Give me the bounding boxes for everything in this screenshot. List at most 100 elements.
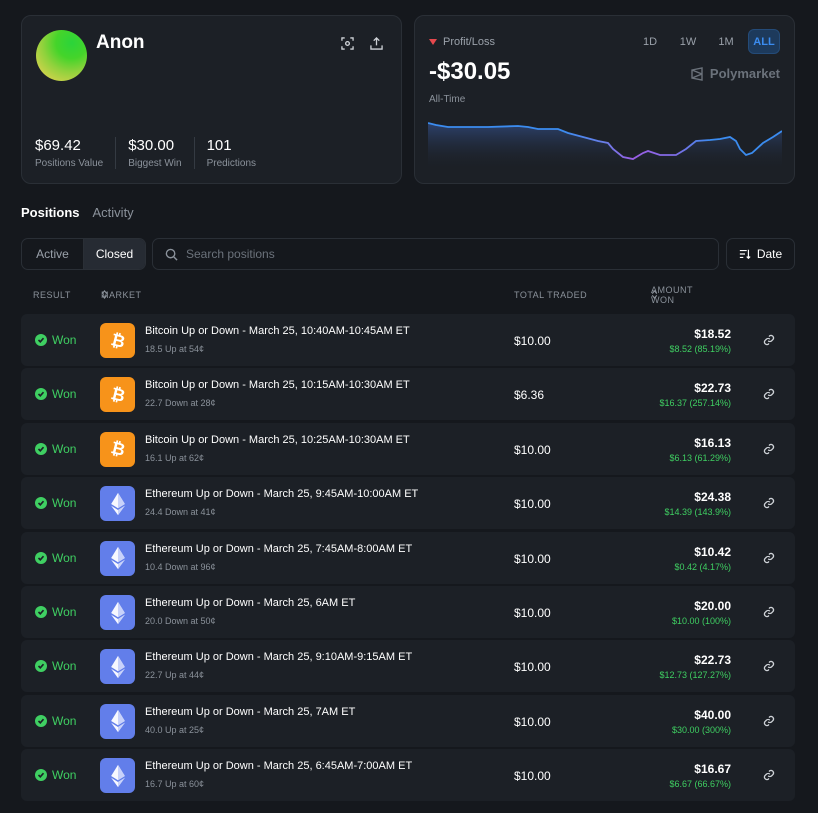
total-traded: $10.00: [514, 497, 551, 512]
check-circle-icon: [35, 769, 47, 782]
header-market[interactable]: MARKET: [101, 290, 141, 300]
table-row[interactable]: Won ₿ Bitcoin Up or Down - March 25, 10:…: [21, 368, 795, 421]
check-circle-icon: [35, 660, 47, 673]
market-title[interactable]: Ethereum Up or Down - March 25, 9:45AM-1…: [145, 488, 419, 501]
result-label: Won: [52, 605, 77, 619]
range-all[interactable]: ALL: [748, 29, 780, 54]
market-title[interactable]: Ethereum Up or Down - March 25, 7:45AM-8…: [145, 542, 413, 555]
table-row[interactable]: Won Ethereum Up or Down - March 25, 9:10…: [21, 640, 795, 693]
table-row[interactable]: Won Ethereum Up or Down - March 25, 6AM …: [21, 586, 795, 638]
pnl-label-text: Profit/Loss: [443, 36, 495, 48]
total-traded: $6.36: [514, 388, 545, 403]
link-icon[interactable]: [762, 387, 776, 401]
ethereum-icon: [100, 486, 135, 522]
share-icon[interactable]: [368, 35, 384, 51]
search-input[interactable]: [186, 247, 686, 261]
amount-gain: $30.00 (300%): [671, 724, 731, 735]
tab-activity[interactable]: Activity: [92, 205, 134, 220]
market-title[interactable]: Bitcoin Up or Down - March 25, 10:25AM-1…: [145, 433, 410, 446]
market-title[interactable]: Ethereum Up or Down - March 25, 6AM ET: [145, 597, 356, 609]
result-badge: Won: [35, 496, 76, 510]
header-amount-won[interactable]: AMOUNT WON: [651, 285, 692, 305]
tab-positions[interactable]: Positions: [21, 205, 80, 220]
link-icon[interactable]: [762, 333, 776, 347]
total-traded: $10.00: [514, 606, 551, 620]
check-circle-icon: [35, 442, 47, 455]
down-arrow-icon: [429, 39, 437, 45]
stat-value: $69.42: [35, 137, 81, 154]
table-row[interactable]: Won ₿ Bitcoin Up or Down - March 25, 10:…: [21, 422, 795, 475]
market-title[interactable]: Ethereum Up or Down - March 25, 7AM ET: [145, 705, 356, 718]
link-icon[interactable]: [762, 496, 776, 510]
pnl-label: Profit/Loss: [429, 36, 495, 48]
market-title[interactable]: Bitcoin Up or Down - March 25, 10:15AM-1…: [145, 379, 410, 392]
stat-predictions: 101 Predictions: [207, 137, 268, 169]
scan-icon[interactable]: [339, 35, 355, 51]
result-label: Won: [52, 768, 77, 783]
stat-label: Positions Value: [35, 158, 104, 169]
svg-text:₿: ₿: [108, 385, 126, 405]
amount-gain: $6.13 (61.29%): [669, 452, 731, 463]
table-row[interactable]: Won Ethereum Up or Down - March 25, 9:45…: [21, 477, 795, 530]
link-icon[interactable]: [762, 659, 776, 673]
profile-stats: $69.42 Positions Value $30.00 Biggest Wi…: [35, 137, 280, 169]
stat-biggest-win: $30.00 Biggest Win: [128, 137, 195, 169]
username: Anon: [96, 32, 145, 53]
ethereum-icon: [100, 649, 135, 685]
total-traded: $10.00: [514, 660, 551, 675]
range-1w[interactable]: 1W: [679, 35, 697, 48]
total-traded: $10.00: [514, 334, 551, 348]
link-icon[interactable]: [762, 768, 776, 782]
table-row[interactable]: Won Ethereum Up or Down - March 25, 7:45…: [21, 531, 795, 584]
search-icon: [165, 248, 178, 261]
amount-won: $22.73: [694, 653, 731, 668]
check-circle-icon: [35, 606, 47, 618]
result-label: Won: [52, 713, 77, 728]
market-position: 22.7 Down at 28¢: [145, 398, 216, 409]
stat-value: 101: [206, 137, 232, 154]
market-position: 40.0 Up at 25¢: [145, 724, 205, 735]
ethereum-icon: [100, 758, 135, 794]
result-label: Won: [52, 659, 77, 674]
total-traded: $10.00: [514, 769, 551, 784]
market-title[interactable]: Ethereum Up or Down - March 25, 9:10AM-9…: [145, 651, 413, 664]
stat-label: Biggest Win: [128, 158, 182, 169]
market-title[interactable]: Bitcoin Up or Down - March 25, 10:40AM-1…: [145, 325, 410, 337]
amount-gain: $6.67 (66.67%): [669, 779, 731, 790]
market-title[interactable]: Ethereum Up or Down - March 25, 6:45AM-7…: [145, 760, 413, 773]
header-total-traded: TOTAL TRADED: [514, 290, 588, 300]
sort-icon: [739, 249, 751, 260]
ethereum-icon: [100, 540, 135, 576]
date-sort-button[interactable]: Date: [726, 238, 795, 270]
market-position: 10.4 Down at 96¢: [145, 561, 216, 572]
table-row[interactable]: Won Ethereum Up or Down - March 25, 6:45…: [21, 749, 795, 802]
check-circle-icon: [35, 388, 47, 401]
table-row[interactable]: Won Ethereum Up or Down - March 25, 7AM …: [21, 694, 795, 747]
result-label: Won: [52, 387, 77, 402]
amount-won: $40.00: [694, 707, 731, 722]
result-badge: Won: [35, 551, 76, 565]
link-icon[interactable]: [762, 551, 776, 565]
range-1d[interactable]: 1D: [642, 35, 658, 48]
table-header: RESULT MARKET TOTAL TRADED AMOUNT WON: [0, 285, 818, 305]
link-icon[interactable]: [762, 442, 776, 456]
svg-text:₿: ₿: [108, 331, 126, 351]
segment-active[interactable]: Active: [36, 247, 69, 261]
segment-closed[interactable]: Closed: [83, 239, 145, 269]
result-badge: Won: [35, 659, 76, 673]
range-1m[interactable]: 1M: [718, 35, 734, 48]
range-selector: 1D 1W 1M ALL: [634, 29, 780, 54]
link-icon[interactable]: [762, 605, 776, 619]
total-traded: $10.00: [514, 442, 551, 457]
result-badge: Won: [35, 768, 76, 782]
market-position: 16.1 Up at 62¢: [145, 452, 205, 463]
avatar[interactable]: [36, 30, 87, 81]
amount-won: $20.00: [694, 599, 731, 613]
search-bar: [152, 238, 719, 270]
link-icon[interactable]: [762, 714, 776, 728]
profile-card: Anon $69.42 Positions Value $30.00 Bigge…: [21, 15, 402, 184]
pnl-line: [428, 122, 782, 160]
table-row[interactable]: Won ₿ Bitcoin Up or Down - March 25, 10:…: [21, 314, 795, 366]
section-tabs: Positions Activity: [21, 205, 134, 220]
pnl-chart: [428, 122, 782, 171]
